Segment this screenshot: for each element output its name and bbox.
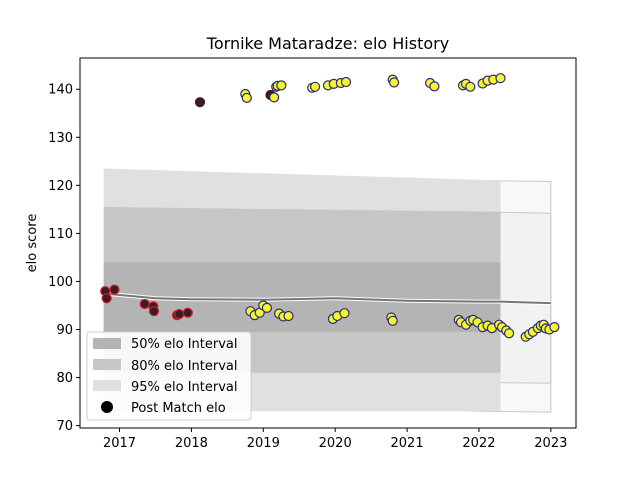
y-tick-label: 90 xyxy=(56,323,73,338)
y-tick-label: 70 xyxy=(56,419,73,434)
elo-point-red xyxy=(148,306,160,317)
elo-point-upper xyxy=(269,92,280,103)
chart-title: Tornike Mataradze: elo History xyxy=(206,34,449,53)
legend-swatch-95 xyxy=(93,380,121,391)
elo-point-upper xyxy=(310,81,321,92)
elo-point-upper xyxy=(429,81,440,92)
x-tick-label: 2023 xyxy=(534,436,567,451)
elo-point-upper xyxy=(276,80,287,91)
mean-elo-line xyxy=(103,292,551,305)
elo-point-lower xyxy=(549,322,560,333)
y-tick-label: 110 xyxy=(48,227,73,242)
legend-label-80: 80% elo Interval xyxy=(131,359,238,374)
elo-point-upper xyxy=(241,92,252,104)
mean-lines xyxy=(103,291,551,306)
elo-point-dark xyxy=(194,97,206,108)
y-tick-label: 120 xyxy=(48,179,73,194)
elo-point-red xyxy=(109,284,120,295)
elo-point-lower xyxy=(387,315,398,326)
elo-point-red xyxy=(101,293,112,304)
legend-label-95: 95% elo Interval xyxy=(131,380,238,395)
plot-frame xyxy=(79,57,577,429)
legend-swatch-80 xyxy=(93,359,121,370)
elo-point-lower xyxy=(504,328,515,339)
x-tick-label: 2017 xyxy=(103,436,136,451)
x-tick-label: 2020 xyxy=(319,436,352,451)
y-tick-label: 130 xyxy=(48,131,73,146)
elo-point-upper xyxy=(495,73,506,84)
y-tick-label: 80 xyxy=(56,371,73,386)
elo-point-red xyxy=(174,309,185,320)
elo-point-lower xyxy=(261,302,272,313)
elo-point-red xyxy=(139,298,150,310)
elo-point-upper xyxy=(465,81,476,92)
data-points xyxy=(100,73,560,342)
legend: 50% elo Interval 80% elo Interval 95% el… xyxy=(86,331,252,421)
x-tick-label: 2022 xyxy=(462,436,495,451)
legend-marker-post-match xyxy=(101,401,113,413)
legend-box xyxy=(86,331,252,421)
x-tick-label: 2019 xyxy=(247,436,280,451)
x-tick-label: 2021 xyxy=(391,436,424,451)
x-tick-label: 2018 xyxy=(175,436,208,451)
elo-point-red xyxy=(182,307,193,318)
legend-swatch-50 xyxy=(93,338,121,349)
elo-point-upper xyxy=(340,76,352,88)
elo-point-upper xyxy=(389,77,400,88)
legend-label-post-match: Post Match elo xyxy=(131,401,226,416)
y-tick-label: 100 xyxy=(48,275,73,290)
legend-label-50: 50% elo Interval xyxy=(131,337,238,352)
elo-point-lower xyxy=(339,308,350,319)
y-axis: 70 80 90 100 110 120 130 140 xyxy=(48,83,80,434)
y-tick-label: 140 xyxy=(48,83,73,98)
x-axis: 2017 2018 2019 2020 2021 2022 2023 xyxy=(103,428,567,451)
y-axis-label: elo score xyxy=(25,214,40,273)
elo-point-lower xyxy=(283,310,294,322)
